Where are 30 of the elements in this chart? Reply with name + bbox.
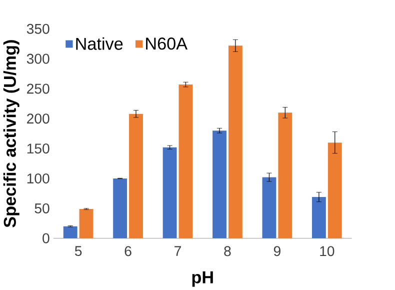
bar <box>63 226 78 238</box>
bar <box>228 46 242 238</box>
y-tick-label: 100 <box>27 173 50 184</box>
y-tick-label: 0 <box>42 233 50 244</box>
x-tick-label: 7 <box>174 246 181 256</box>
bar <box>312 196 326 238</box>
bar <box>162 147 177 238</box>
y-axis-title: Specific activity (U/mg) <box>3 40 20 228</box>
bar <box>178 84 193 238</box>
y-tick-label: 350 <box>26 24 50 34</box>
legend-label: Native <box>76 37 123 50</box>
y-tick-label: 200 <box>27 114 50 124</box>
y-tick-label: 300 <box>26 54 50 64</box>
y-tick-label: 150 <box>27 143 50 154</box>
bar <box>212 130 226 238</box>
bar <box>129 114 143 238</box>
legend-label: N60A <box>146 37 188 50</box>
x-tick-label: 5 <box>74 246 82 256</box>
x-axis-title: pH <box>192 271 213 287</box>
x-tick-label: 10 <box>320 246 334 256</box>
bar <box>79 208 94 238</box>
x-tick-label: 8 <box>224 246 231 256</box>
bar <box>262 177 276 238</box>
bar <box>278 112 292 238</box>
bar <box>328 142 342 238</box>
y-tick-label: 250 <box>27 84 50 94</box>
bar <box>113 178 128 238</box>
x-tick-label: 9 <box>274 246 280 256</box>
x-tick-label: 6 <box>124 246 132 256</box>
y-tick-label: 50 <box>34 203 50 214</box>
